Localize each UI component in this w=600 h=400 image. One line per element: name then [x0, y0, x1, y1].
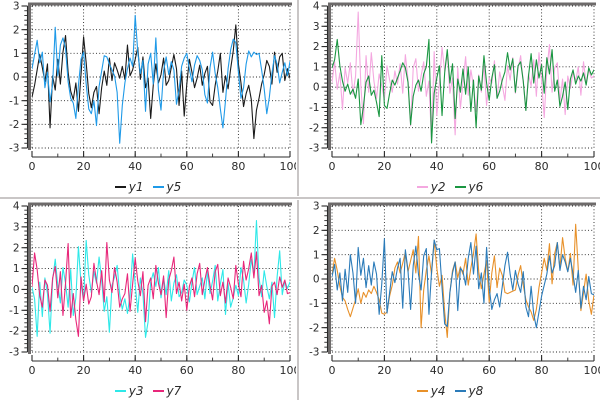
legend-top-left: y1 y5 [0, 180, 296, 194]
svg-text:100: 100 [280, 160, 297, 173]
svg-text:0: 0 [13, 284, 20, 296]
svg-text:1: 1 [13, 48, 20, 60]
legend-dash-y6 [454, 186, 466, 188]
svg-text:60: 60 [180, 364, 194, 377]
svg-text:2: 2 [13, 24, 20, 36]
svg-text:80: 80 [535, 364, 549, 377]
svg-text:-2: -2 [9, 119, 19, 131]
svg-text:40: 40 [430, 364, 444, 377]
svg-text:-3: -3 [309, 347, 319, 359]
svg-text:-3: -3 [9, 143, 19, 155]
legend-label-y4: y4 [430, 384, 446, 398]
legend-dash-y3 [114, 390, 126, 392]
svg-text:3: 3 [13, 1, 20, 13]
svg-text:-2: -2 [9, 326, 19, 338]
svg-text:2: 2 [313, 41, 320, 53]
svg-text:4: 4 [313, 1, 320, 13]
legend-bottom-right: y4 y8 [300, 384, 600, 398]
svg-text:0: 0 [329, 160, 336, 173]
legend-dash-y2 [416, 186, 428, 188]
svg-text:3: 3 [13, 221, 20, 233]
svg-text:60: 60 [180, 160, 194, 173]
legend-item-y2[interactable]: y2 [416, 180, 446, 194]
svg-text:0: 0 [29, 160, 36, 173]
legend-item-y5[interactable]: y5 [152, 180, 182, 194]
legend-dash-y8 [454, 390, 466, 392]
svg-text:-1: -1 [9, 305, 19, 317]
plot-bottom-left[interactable]: -3-2-101234020406080100 [0, 200, 296, 400]
svg-text:1: 1 [313, 61, 320, 73]
horizontal-divider-left [0, 197, 296, 199]
legend-item-y3[interactable]: y3 [114, 384, 144, 398]
svg-text:-1: -1 [9, 95, 19, 107]
legend-label-y5: y5 [166, 180, 182, 194]
svg-text:100: 100 [584, 364, 600, 377]
svg-text:40: 40 [430, 160, 444, 173]
svg-text:20: 20 [77, 160, 91, 173]
svg-text:80: 80 [231, 160, 245, 173]
svg-text:0: 0 [329, 364, 336, 377]
panel-bottom-right[interactable]: -3 -2 -1 0 1 2 3 0 20 40 60 80 100 y4 y8 [300, 200, 600, 400]
legend-label-y3: y3 [128, 384, 144, 398]
legend-top-right: y2 y6 [300, 180, 600, 194]
svg-text:2: 2 [313, 225, 320, 237]
divider-cross [296, 197, 300, 199]
legend-label-y2: y2 [430, 180, 446, 194]
svg-text:80: 80 [231, 364, 245, 377]
svg-text:-3: -3 [9, 347, 19, 359]
legend-label-y6: y6 [468, 180, 484, 194]
svg-text:0: 0 [13, 72, 20, 84]
vertical-divider-top [297, 0, 299, 196]
svg-text:3: 3 [313, 21, 320, 33]
legend-dash-y1 [114, 186, 126, 188]
svg-text:-2: -2 [309, 122, 319, 134]
legend-item-y6[interactable]: y6 [454, 180, 484, 194]
panel-top-left[interactable]: -3 -2 -1 0 1 2 3 0 20 40 60 80 100 y1 y5 [0, 0, 296, 196]
legend-item-y4[interactable]: y4 [416, 384, 446, 398]
svg-text:20: 20 [77, 364, 91, 377]
legend-item-y1[interactable]: y1 [114, 180, 144, 194]
svg-text:60: 60 [482, 364, 496, 377]
svg-text:0: 0 [313, 82, 320, 94]
legend-bottom-left: y3 y7 [0, 384, 296, 398]
plot-bottom-right[interactable]: -3 -2 -1 0 1 2 3 0 20 40 60 80 100 [300, 200, 600, 400]
svg-text:100: 100 [584, 160, 600, 173]
legend-label-y8: y8 [468, 384, 484, 398]
svg-text:80: 80 [535, 160, 549, 173]
svg-text:2: 2 [13, 242, 20, 254]
svg-text:100: 100 [280, 364, 297, 377]
horizontal-divider-right [300, 197, 600, 199]
svg-text:0: 0 [29, 364, 36, 377]
legend-dash-y7 [152, 390, 164, 392]
legend-item-y7[interactable]: y7 [152, 384, 182, 398]
svg-text:3: 3 [313, 201, 320, 213]
svg-text:-2: -2 [309, 322, 319, 334]
legend-dash-y4 [416, 390, 428, 392]
panel-top-right[interactable]: -3-2-101234020406080100 y2 y6 [300, 0, 600, 196]
legend-item-y8[interactable]: y8 [454, 384, 484, 398]
svg-text:1: 1 [13, 263, 20, 275]
svg-text:20: 20 [377, 160, 391, 173]
svg-text:60: 60 [482, 160, 496, 173]
svg-text:1: 1 [313, 249, 320, 261]
legend-dash-y5 [152, 186, 164, 188]
panel-bottom-left[interactable]: -3-2-101234020406080100 y3 y7 [0, 200, 296, 400]
legend-label-y7: y7 [166, 384, 182, 398]
svg-text:0: 0 [313, 274, 320, 286]
svg-text:20: 20 [377, 364, 391, 377]
vertical-divider-bottom [297, 200, 299, 400]
legend-label-y1: y1 [128, 180, 144, 194]
svg-text:4: 4 [13, 201, 20, 213]
svg-text:-1: -1 [309, 102, 319, 114]
svg-text:-3: -3 [309, 143, 319, 155]
svg-text:40: 40 [128, 160, 142, 173]
plot-top-right[interactable]: -3-2-101234020406080100 [300, 0, 600, 196]
svg-text:-1: -1 [309, 298, 319, 310]
plot-top-left[interactable]: -3 -2 -1 0 1 2 3 0 20 40 60 80 100 [0, 0, 296, 196]
svg-text:40: 40 [128, 364, 142, 377]
